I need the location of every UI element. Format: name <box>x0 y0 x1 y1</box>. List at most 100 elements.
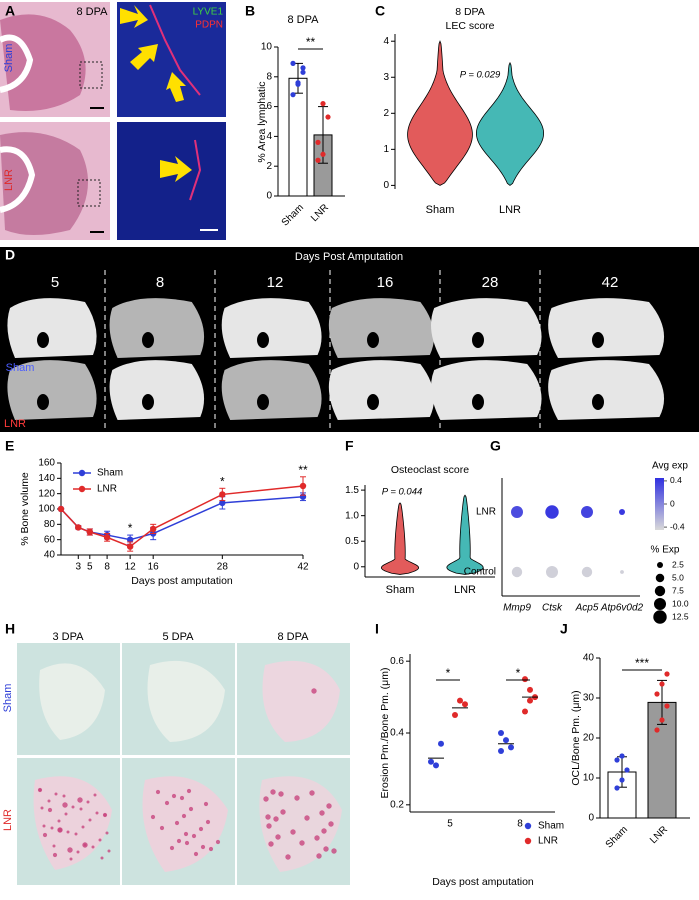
y-tick-label: 20 <box>583 733 595 744</box>
row-label: Sham <box>3 44 15 73</box>
legend-label: -0.4 <box>670 521 685 531</box>
trap-stain <box>266 823 272 829</box>
bone-image <box>548 298 665 358</box>
series-line <box>60 495 304 541</box>
trap-stain <box>299 840 305 846</box>
bone-image <box>109 298 205 358</box>
y-tick-label: 1 <box>383 144 389 155</box>
trap-stain <box>275 834 281 840</box>
bone-hole <box>257 332 269 348</box>
bone-image <box>221 360 322 420</box>
data-point <box>498 730 504 736</box>
data-point <box>428 758 434 765</box>
series-marker <box>126 536 134 543</box>
series-marker <box>219 499 226 507</box>
trap-stain <box>77 797 83 803</box>
bone-image <box>548 360 665 420</box>
day-label: 8 <box>156 274 164 291</box>
bone-hole <box>142 394 154 410</box>
data-point <box>654 691 660 697</box>
data-point <box>614 785 620 791</box>
y-tick-label: 4 <box>383 36 389 47</box>
data-point <box>498 747 504 754</box>
day-label: 28 <box>482 274 499 291</box>
bone-hole <box>367 394 379 410</box>
column-label: 5 DPA <box>163 631 195 643</box>
y-tick-label: 0 <box>353 561 359 572</box>
arrows <box>120 5 192 182</box>
legend-title: % Exp <box>651 545 680 556</box>
significance: * <box>220 474 225 488</box>
x-tick-label: 8 <box>104 562 110 573</box>
data-point <box>664 703 670 709</box>
trap-stain <box>280 809 286 815</box>
trap-stain <box>265 814 271 820</box>
legend-label: 0 <box>670 498 675 508</box>
size-key <box>653 610 667 624</box>
x-tick-label: 3 <box>76 562 82 573</box>
series-marker <box>126 543 134 550</box>
expression-dot <box>580 505 594 519</box>
y-tick-label: 0 <box>383 180 389 191</box>
legend-label: 2.5 <box>672 559 684 569</box>
bone-image <box>7 360 97 420</box>
trap-stain <box>191 833 197 839</box>
y-tick-label: 0.6 <box>390 656 404 667</box>
size-key <box>655 573 665 583</box>
y-tick-label: 0.4 <box>390 728 404 739</box>
trap-stain <box>205 819 211 825</box>
trap-stain <box>159 825 165 831</box>
trap-stain <box>193 851 199 857</box>
trap-stain <box>294 795 300 801</box>
bone-hole <box>37 394 49 410</box>
data-point <box>619 777 625 783</box>
trap-stain <box>314 835 320 841</box>
trap-stain <box>326 803 332 809</box>
trap-stain <box>200 844 206 850</box>
x-tick-label: Atp6v0d2 <box>600 603 644 614</box>
trap-stain <box>328 821 334 827</box>
color-bar <box>655 478 664 530</box>
trap-stain <box>203 801 209 807</box>
column-label: 3 DPA <box>53 631 85 643</box>
legend-title: Avg exp <box>652 461 688 472</box>
legend-label: LNR <box>538 836 558 847</box>
trap-stain <box>52 852 58 858</box>
trap-stain <box>164 800 170 806</box>
p-value: P = 0.044 <box>382 487 423 498</box>
stain-label: LYVE1 <box>193 7 224 18</box>
x-tick-label: 28 <box>217 562 229 573</box>
data-point <box>503 737 509 744</box>
trap-stain <box>278 791 284 797</box>
significance: *** <box>635 656 649 670</box>
violin <box>407 40 473 186</box>
trap-stain <box>47 799 51 803</box>
trap-images <box>17 643 350 885</box>
series-marker <box>103 534 111 541</box>
y-tick-label: 4 <box>266 131 272 142</box>
trap-stain <box>83 843 87 847</box>
trap-stain <box>186 788 192 794</box>
y-tick-label: 8 <box>266 71 272 82</box>
data-point <box>315 139 321 145</box>
expression-dot <box>510 505 524 519</box>
x-tick-label: Sham <box>604 824 630 850</box>
panel-letter: F <box>345 438 354 454</box>
data-point <box>290 60 296 66</box>
data-point <box>619 753 625 759</box>
y-tick-label: 10 <box>261 42 273 53</box>
x-tick-label: LNR <box>648 824 670 846</box>
panel-letter: J <box>560 621 568 637</box>
trap-stain <box>290 829 296 835</box>
significance: * <box>446 666 451 680</box>
bone-hole <box>472 332 484 348</box>
x-tick-label: 16 <box>148 562 160 573</box>
bone-hole <box>472 394 484 410</box>
trap-stain <box>47 807 53 813</box>
trap-stain <box>215 839 221 845</box>
series-marker <box>75 524 82 531</box>
chart-subtitle: LEC score <box>445 20 494 32</box>
trap-stain <box>81 825 85 829</box>
size-key <box>656 561 664 569</box>
